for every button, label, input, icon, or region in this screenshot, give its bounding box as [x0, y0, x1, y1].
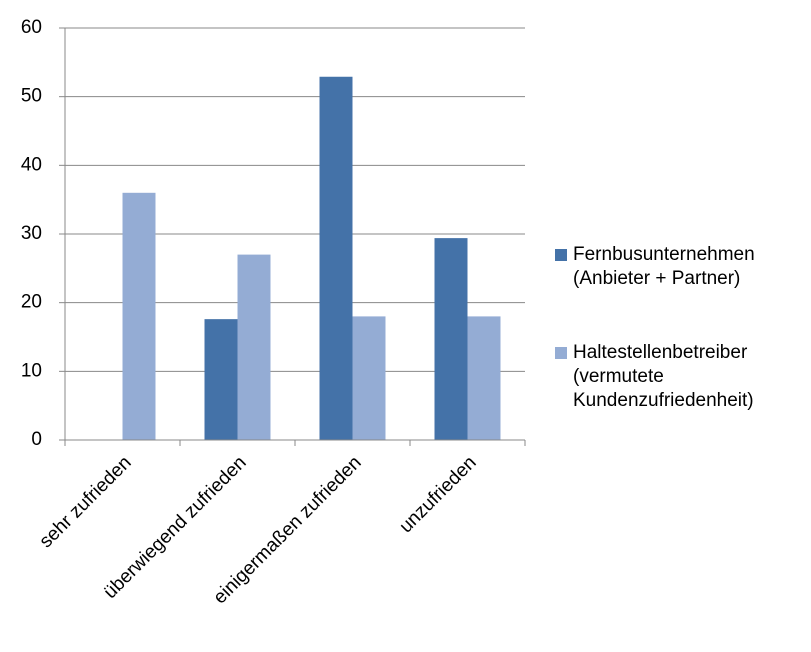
legend-label: Fernbusunternehmen (Anbieter + Partner) [573, 244, 755, 289]
bar [204, 319, 238, 440]
y-tick-label: 60 [21, 17, 42, 38]
legend-entry: Fernbusunternehmen (Anbieter + Partner) [555, 243, 811, 291]
bar [237, 254, 271, 440]
x-tick-label: sehr zufrieden [36, 452, 136, 552]
legend-label: Haltestellenbetreiber (vermutete Kundenz… [573, 342, 754, 411]
bar [352, 316, 386, 440]
bar [467, 316, 501, 440]
y-tick-label: 10 [21, 360, 42, 381]
y-tick-label: 30 [21, 223, 42, 244]
y-tick-label: 20 [21, 292, 42, 313]
legend-swatch [555, 249, 567, 261]
legend-entry: Haltestellenbetreiber (vermutete Kundenz… [555, 341, 811, 413]
y-tick-label: 0 [31, 429, 42, 450]
legend-swatch [555, 347, 567, 359]
bar [434, 238, 468, 440]
y-tick-label: 50 [21, 86, 42, 107]
bar [122, 192, 156, 440]
y-tick-label: 40 [21, 154, 42, 175]
x-tick-label: unzufrieden [396, 452, 481, 537]
bar [319, 76, 353, 441]
